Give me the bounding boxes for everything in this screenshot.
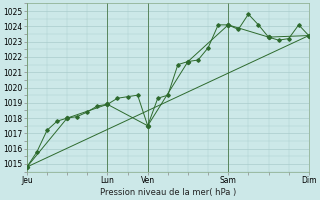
X-axis label: Pression niveau de la mer( hPa ): Pression niveau de la mer( hPa ): [100, 188, 236, 197]
